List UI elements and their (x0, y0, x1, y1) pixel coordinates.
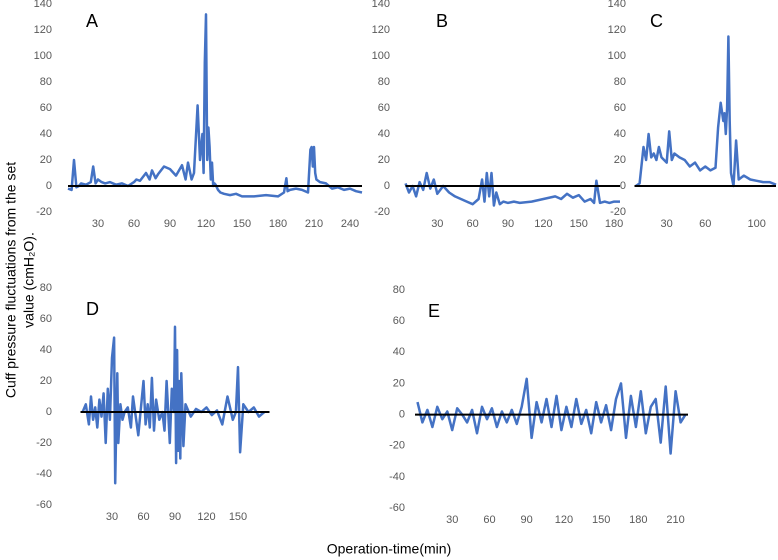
y-tick-label: 140 (34, 0, 52, 10)
x-tick-label: 30 (431, 218, 443, 230)
y-tick-label: -20 (374, 206, 390, 218)
y-tick-label: 80 (40, 282, 52, 294)
y-tick-label: 20 (40, 154, 52, 166)
y-tick-label: 20 (614, 154, 626, 166)
x-tick-label: 30 (106, 511, 118, 523)
y-tick-label: 100 (608, 50, 626, 62)
y-tick-label: 100 (372, 50, 390, 62)
y-tick-label: 60 (393, 315, 405, 327)
y-tick-label: 20 (378, 154, 390, 166)
x-tick-label: 60 (699, 218, 711, 230)
y-tick-label: -20 (36, 437, 52, 449)
x-tick-label: 180 (269, 218, 287, 230)
x-tick-label: 180 (605, 218, 623, 230)
y-tick-label: -20 (610, 206, 626, 218)
y-tick-label: 40 (378, 128, 390, 140)
panel-title: A (86, 11, 98, 31)
x-tick-label: 150 (592, 514, 610, 526)
x-tick-label: 90 (521, 514, 533, 526)
data-line (635, 35, 777, 188)
x-tick-label: 30 (661, 218, 673, 230)
y-tick-label: 0 (384, 180, 390, 192)
y-tick-label: 80 (40, 76, 52, 88)
data-line (67, 13, 363, 198)
data-line (404, 171, 620, 207)
panel-title: C (650, 11, 663, 31)
x-tick-label: 120 (197, 218, 215, 230)
x-tick-label: 100 (748, 218, 766, 230)
y-tick-label: 0 (46, 406, 52, 418)
y-tick-label: 120 (372, 24, 390, 36)
y-tick-label: 20 (393, 377, 405, 389)
y-tick-label: 120 (34, 24, 52, 36)
y-tick-label: -20 (389, 440, 405, 452)
x-tick-label: 60 (128, 218, 140, 230)
x-tick-label: 120 (555, 514, 573, 526)
y-tick-label: 120 (608, 24, 626, 36)
x-tick-label: 120 (197, 511, 215, 523)
x-tick-label: 60 (483, 514, 495, 526)
data-line (416, 377, 687, 455)
x-tick-label: 150 (570, 218, 588, 230)
y-tick-label: -20 (36, 206, 52, 218)
y-tick-label: 140 (608, 0, 626, 10)
y-tick-label: 140 (372, 0, 390, 10)
y-tick-label: 40 (393, 346, 405, 358)
y-tick-label: 0 (399, 408, 405, 420)
x-tick-label: 210 (666, 514, 684, 526)
y-tick-label: 80 (378, 76, 390, 88)
y-tick-label: 60 (378, 102, 390, 114)
y-tick-label: 20 (40, 375, 52, 387)
y-tick-label: -40 (389, 471, 405, 483)
x-tick-label: 60 (467, 218, 479, 230)
x-tick-label: 90 (164, 218, 176, 230)
x-axis-title: Operation-time(min) (327, 541, 451, 557)
y-tick-label: 40 (40, 128, 52, 140)
y-tick-label: 60 (40, 313, 52, 325)
x-tick-label: 120 (534, 218, 552, 230)
x-tick-label: 210 (305, 218, 323, 230)
x-tick-label: 90 (169, 511, 181, 523)
y-tick-label: 60 (40, 102, 52, 114)
panel-title: B (436, 11, 448, 31)
data-line (81, 325, 266, 485)
x-tick-label: 30 (446, 514, 458, 526)
y-tick-label: 80 (614, 76, 626, 88)
panel-title: E (428, 301, 440, 321)
y-tick-label: -60 (389, 502, 405, 514)
x-tick-label: 150 (233, 218, 251, 230)
y-tick-label: 0 (46, 180, 52, 192)
x-tick-label: 60 (137, 511, 149, 523)
y-tick-label: 80 (393, 284, 405, 296)
y-tick-label: 40 (614, 128, 626, 140)
panel-title: D (86, 299, 99, 319)
y-tick-label: 100 (34, 50, 52, 62)
y-tick-label: -60 (36, 499, 52, 511)
x-tick-label: 30 (92, 218, 104, 230)
y-tick-label: -40 (36, 468, 52, 480)
x-tick-label: 90 (502, 218, 514, 230)
x-tick-label: 240 (341, 218, 359, 230)
y-tick-label: 0 (620, 180, 626, 192)
y-axis-title: Cuff pressure fluctuations from the set (3, 162, 19, 398)
x-tick-label: 180 (629, 514, 647, 526)
x-tick-label: 150 (229, 511, 247, 523)
y-axis-title: value (cmH₂O). (21, 232, 37, 328)
y-tick-label: 40 (40, 344, 52, 356)
y-tick-label: 60 (614, 102, 626, 114)
